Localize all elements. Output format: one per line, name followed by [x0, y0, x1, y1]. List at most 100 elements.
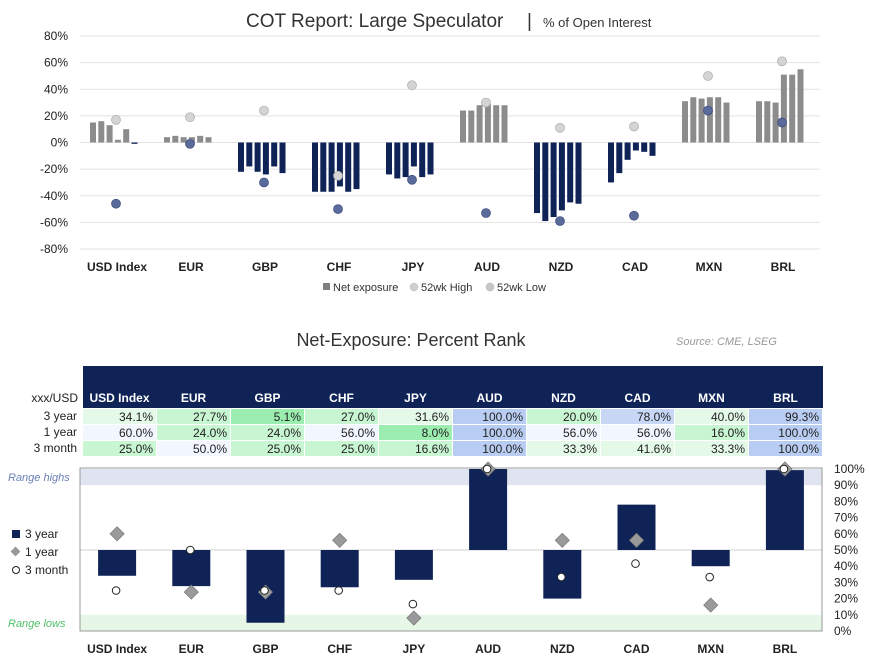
table-cell: 100.0% [452, 440, 527, 457]
cot-net-exposure-bar [501, 105, 508, 143]
cot-y-axis: 80% 60% 40% 20% 0% -20% -40% -60% -80% [40, 29, 68, 256]
rank-3month-marker [186, 545, 195, 555]
table-cell: 50.0% [156, 440, 231, 457]
cot-net-exposure-bar [493, 105, 500, 143]
cot-52wk-low-marker [629, 210, 639, 221]
cot-net-exposure-bar [641, 142, 648, 152]
cot-gridlines [80, 35, 820, 250]
table-row: 34.1% 27.7% 5.1% 27.0% 31.6% 100.0% 20.0% 78.0%… [82, 408, 823, 425]
rank-3year-bar [320, 550, 359, 588]
table-cell: 16.6% [378, 440, 453, 457]
rank-1year-marker [703, 597, 719, 613]
cot-net-exposure-bar [575, 142, 582, 204]
cot-net-exposure-bar [558, 142, 565, 211]
rank-3month-marker [557, 572, 566, 582]
table-column-header: CAD [600, 388, 675, 409]
table-cell: 56.0% [600, 424, 675, 441]
cot-chart-title-separator: | [527, 11, 532, 32]
cot-net-exposure-bar [567, 142, 574, 203]
rank-3month-marker [705, 572, 715, 582]
rank-x-tick-label: CAD [624, 642, 650, 656]
rank-3year-bar [691, 550, 730, 567]
cot-x-tick-label: USD Index [87, 260, 147, 274]
cot-net-exposure-bar [649, 142, 656, 156]
cot-net-exposure-bar [345, 142, 352, 192]
rank-3month-marker [482, 464, 492, 474]
cot-net-exposure-bar [312, 142, 318, 192]
cot-52wk-high-marker [407, 80, 417, 91]
cot-net-exposure-bar [328, 142, 335, 192]
cot-y-tick-label: 80% [44, 29, 68, 43]
cot-52wk-low-marker [333, 204, 343, 214]
cot-52wk-low-marker [185, 138, 195, 149]
table-cell: 25.0% [304, 440, 379, 457]
rank-y-tick-label: 0% [834, 624, 852, 638]
cot-x-tick-label: MXN [696, 260, 723, 274]
cot-net-exposure-bar [764, 101, 771, 143]
cot-bar-chart: COT Report: Large Speculator | % of Open… [40, 11, 820, 294]
cot-52wk-high-marker [333, 170, 343, 181]
range-lows-label: Range lows [8, 618, 66, 630]
cot-net-exposure-bar [106, 125, 113, 143]
cot-y-tick-label: 60% [44, 56, 68, 70]
rank-y-tick-label: 80% [834, 494, 858, 508]
cot-net-exposure-bar [279, 142, 286, 174]
rank-3month-marker [408, 599, 418, 609]
rank-x-tick-label: CHF [327, 642, 352, 656]
cot-net-exposure-bar [262, 142, 269, 175]
table-corner-label: xxx/USD [31, 391, 78, 405]
table-cell: 33.3% [674, 440, 749, 457]
rank-x-tick-label: JPY [403, 642, 426, 656]
table-cell: 33.3% [526, 440, 601, 457]
table-cell: 24.0% [156, 424, 231, 441]
rank-3year-bars [98, 469, 804, 623]
table-cell: 27.0% [304, 408, 379, 425]
cot-net-exposure-bar [410, 142, 417, 167]
cot-net-exposure-bar [98, 121, 105, 143]
cot-net-exposure-bar [123, 129, 130, 143]
table-spacer-row [82, 366, 823, 388]
legend-swatch-3month [12, 566, 20, 574]
legend-swatch-3year [12, 530, 20, 538]
cot-net-exposure-bar [172, 135, 179, 143]
cot-net-exposure-bar [616, 142, 623, 174]
rank-x-tick-label: AUD [475, 642, 501, 656]
legend-label-1year: 1 year [25, 545, 58, 559]
rank-3year-bar [172, 550, 211, 587]
cot-net-exposure-bar [460, 110, 466, 143]
legend-marker-52wk-low [485, 282, 495, 292]
cot-52wk-markers [111, 56, 787, 226]
table-row: 25.0% 50.0% 25.0% 25.0% 16.6% 100.0% 33.3% 41.6… [82, 440, 823, 457]
rank-y-tick-label: 100% [834, 462, 865, 476]
cot-net-exposure-bar [756, 101, 762, 143]
table-cell: 34.1% [82, 408, 157, 425]
rank-range-bands: Range highs Range lows [8, 467, 823, 632]
table-cell: 78.0% [600, 408, 675, 425]
cot-x-tick-label: EUR [178, 260, 204, 274]
cot-net-exposure-bar [238, 142, 244, 172]
cot-net-exposure-bar [706, 97, 713, 143]
cot-net-exposure-bar [353, 142, 360, 190]
table-cell: 16.0% [674, 424, 749, 441]
table-row-labels: xxx/USD 3 year 1 year 3 month [0, 366, 80, 456]
cot-net-exposure-bar [336, 142, 343, 187]
rank-y-tick-label: 20% [834, 592, 858, 606]
cot-net-exposure-bar [550, 142, 557, 218]
rank-legend: 3 year 1 year 3 month [10, 527, 68, 577]
percent-rank-table: USD Index EUR GBP CHF JPY AUD NZD CAD MXN BRL 34.… [82, 366, 823, 457]
table-column-header: BRL [748, 388, 823, 409]
rank-3year-bar [469, 469, 508, 550]
cot-net-exposure-bar [386, 142, 392, 175]
cot-net-exposure-bar [419, 142, 426, 178]
legend-label-52wk-low: 52wk Low [497, 282, 546, 294]
table-cell: 24.0% [230, 424, 305, 441]
cot-y-tick-label: 20% [44, 109, 68, 123]
legend-swatch-1year [10, 546, 21, 557]
cot-chart-subtitle: % of Open Interest [543, 15, 652, 30]
table-row-label: 3 year [43, 409, 77, 423]
cot-x-tick-label: GBP [252, 260, 278, 274]
rank-y-tick-label: 90% [834, 478, 858, 492]
rank-1year-marker [332, 532, 348, 548]
table-header-row: USD Index EUR GBP CHF JPY AUD NZD CAD MXN BRL [82, 388, 823, 409]
cot-52wk-low-marker [703, 105, 713, 116]
